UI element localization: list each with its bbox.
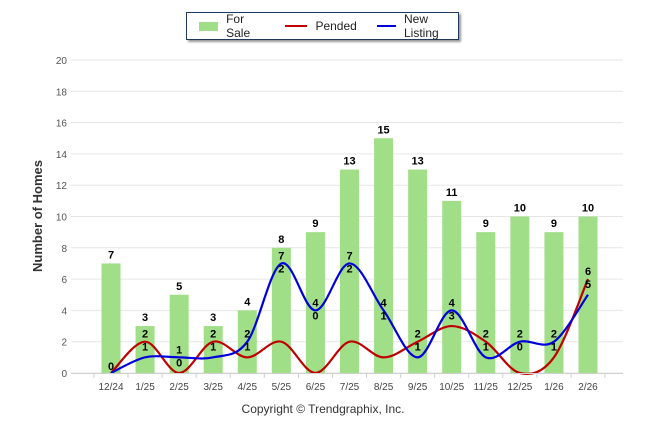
series-lines [110, 262, 590, 375]
y-axis-label: Number of Homes [30, 160, 45, 272]
y-tick-label: 6 [61, 275, 67, 286]
bar-for-sale [305, 232, 325, 373]
x-tick-label: 2/25 [169, 382, 189, 393]
data-label-for-sale: 13 [343, 156, 355, 168]
x-tick-label: 1/26 [544, 382, 564, 393]
data-label-new-listing: 4 [449, 297, 456, 309]
data-label-new-listing: 4 [381, 297, 388, 309]
data-label-new-listing: 1 [210, 342, 216, 354]
data-label-pended: 2 [278, 263, 284, 275]
x-tick-label: 8/25 [374, 382, 394, 393]
x-tick-label: 1/25 [135, 382, 155, 393]
data-label-pended: 0 [108, 361, 114, 373]
data-label-pended: 2 [142, 329, 148, 341]
data-label-for-sale: 3 [142, 312, 148, 324]
data-label-pended: 3 [449, 310, 455, 322]
x-tick-label: 7/25 [340, 382, 360, 393]
data-label-for-sale: 7 [108, 249, 114, 261]
y-tick-label: 18 [56, 87, 68, 98]
data-label-new-listing: 4 [312, 297, 319, 309]
data-label-new-listing: 1 [415, 342, 421, 354]
data-label-new-listing: 7 [346, 250, 352, 262]
data-label-new-listing: 5 [585, 279, 591, 291]
data-label-for-sale: 5 [176, 281, 182, 293]
line-pended [110, 278, 590, 375]
bar-for-sale [374, 138, 394, 373]
x-tick-label: 6/25 [306, 382, 326, 393]
bar-for-sale [203, 326, 223, 373]
line-new-listing [110, 262, 589, 374]
data-label-new-listing: 1 [176, 344, 182, 356]
data-label-for-sale: 8 [278, 234, 284, 246]
bar-for-sale [408, 169, 428, 373]
y-tick-label: 0 [61, 369, 67, 380]
data-label-for-sale: 9 [312, 218, 318, 230]
legend-swatch-new-listing [376, 25, 396, 27]
data-label-pended: 0 [176, 357, 182, 369]
legend-swatch-for-sale [199, 21, 219, 31]
data-label-new-listing: 2 [551, 329, 557, 341]
data-label-for-sale: 9 [483, 218, 489, 230]
legend-item-new-listing[interactable]: New Listing [376, 12, 458, 40]
bar-for-sale [510, 216, 530, 373]
data-label-for-sale: 15 [377, 124, 389, 136]
data-label-new-listing: 1 [142, 342, 148, 354]
x-tick-label: 12/24 [98, 382, 123, 393]
bar-for-sale [169, 294, 189, 373]
legend-label-pended: Pended [315, 19, 357, 33]
data-label-for-sale: 11 [446, 187, 458, 199]
y-tick-label: 16 [56, 119, 68, 130]
legend-item-for-sale[interactable]: For Sale [199, 12, 265, 40]
data-label-new-listing: 1 [483, 342, 489, 354]
legend: For Sale Pended New Listing [186, 12, 459, 40]
data-label-for-sale: 10 [582, 203, 594, 215]
x-tick-label: 4/25 [238, 382, 258, 393]
data-label-pended: 1 [381, 310, 387, 322]
bar-for-sale [101, 263, 121, 373]
bar-for-sale [135, 326, 155, 373]
data-label-pended: 0 [517, 342, 523, 354]
bar-for-sale [442, 200, 462, 373]
legend-label-for-sale: For Sale [226, 12, 251, 40]
data-label-pended: 6 [585, 266, 591, 278]
data-label-pended: 0 [312, 310, 318, 322]
data-label-pended: 2 [415, 329, 421, 341]
data-label-for-sale: 10 [514, 203, 526, 215]
data-label-new-listing: 2 [244, 329, 250, 341]
y-tick-label: 2 [61, 338, 67, 349]
data-label-pended: 1 [551, 342, 557, 354]
x-tick-label: 3/25 [203, 382, 223, 393]
x-tick-label: 11/25 [474, 382, 499, 393]
y-tick-label: 14 [56, 150, 68, 161]
data-label-for-sale: 3 [210, 312, 216, 324]
data-label-for-sale: 9 [551, 218, 557, 230]
x-tick-label: 10/25 [439, 382, 464, 393]
data-label-pended: 1 [244, 342, 250, 354]
y-axis-ticks: 0 2 4 6 8 10 12 14 16 18 20 [56, 56, 68, 380]
legend-swatch-pended [285, 25, 308, 27]
data-label-pended: 2 [210, 329, 216, 341]
copyright-text: Copyright © Trendgraphix, Inc. [241, 402, 405, 416]
y-tick-label: 8 [61, 244, 67, 255]
y-tick-label: 12 [56, 181, 68, 192]
y-tick-label: 4 [61, 306, 67, 317]
data-label-new-listing: 2 [517, 329, 523, 341]
legend-item-pended[interactable]: Pended [285, 19, 357, 33]
legend-label-new-listing: New Listing [403, 12, 439, 40]
y-tick-label: 20 [56, 56, 68, 67]
data-label-pended: 2 [346, 263, 352, 275]
x-tick-label: 9/25 [408, 382, 428, 393]
data-label-new-listing: 7 [278, 250, 284, 262]
y-tick-label: 10 [56, 213, 68, 224]
bar-for-sale [340, 169, 359, 373]
x-tick-label: 2/26 [578, 382, 598, 393]
data-label-for-sale: 13 [412, 156, 424, 168]
data-label-pended: 2 [483, 329, 489, 341]
x-tick-label: 12/25 [507, 382, 532, 393]
x-tick-label: 5/25 [272, 382, 292, 393]
x-axis: 12/24 1/25 2/25 3/25 4/25 5/25 6/25 7/25 8/25 9/2… [71, 373, 623, 393]
data-label-for-sale: 4 [244, 296, 251, 308]
